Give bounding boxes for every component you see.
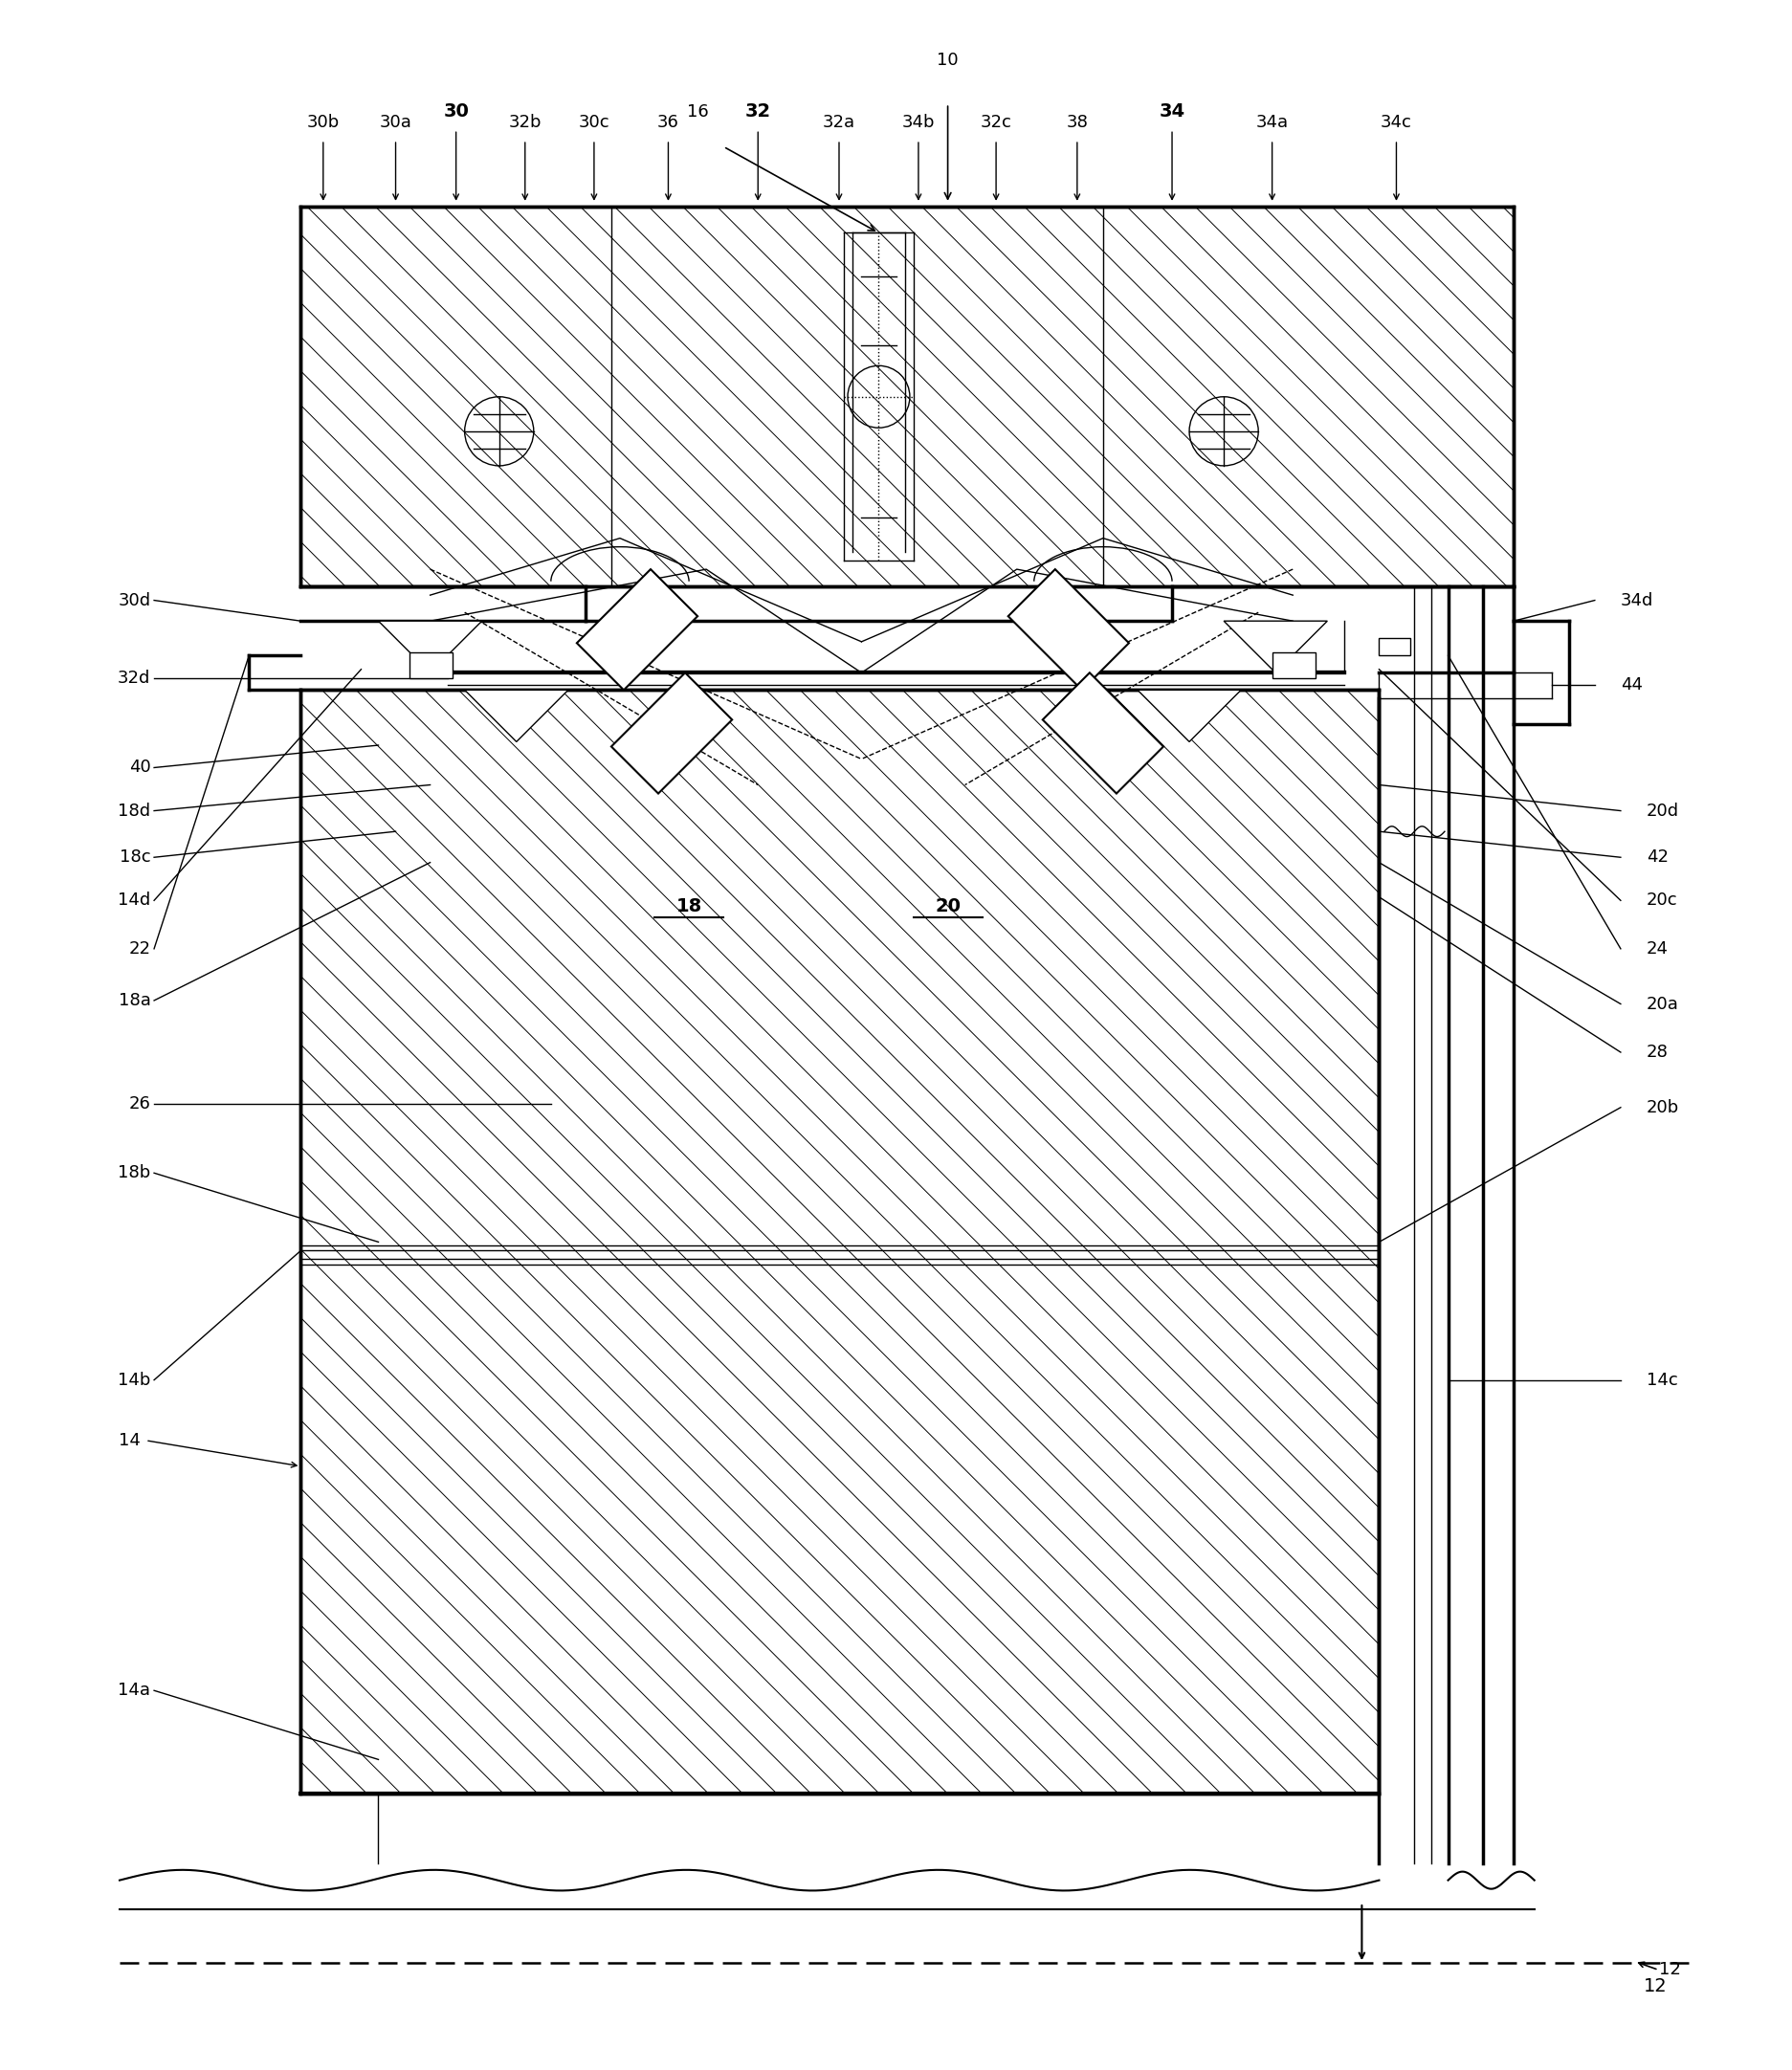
Text: 34: 34: [1159, 104, 1185, 120]
Text: 38: 38: [1066, 114, 1088, 130]
Text: 34b: 34b: [901, 114, 935, 130]
Text: 34d: 34d: [1620, 592, 1654, 609]
Text: 20d: 20d: [1647, 803, 1679, 820]
Polygon shape: [1224, 621, 1328, 673]
Text: 32a: 32a: [823, 114, 855, 130]
Polygon shape: [301, 689, 1380, 1795]
Text: 34c: 34c: [1380, 114, 1412, 130]
Text: 26: 26: [129, 1095, 151, 1112]
Bar: [1380, 638, 1410, 656]
Text: 20c: 20c: [1647, 892, 1677, 909]
Text: 16: 16: [686, 104, 708, 120]
Text: 14d: 14d: [118, 892, 151, 909]
Polygon shape: [1138, 689, 1242, 741]
Polygon shape: [301, 207, 1514, 586]
Text: 32d: 32d: [118, 669, 151, 687]
Text: 30a: 30a: [380, 114, 412, 130]
Text: 32b: 32b: [509, 114, 541, 130]
Text: 14a: 14a: [118, 1683, 151, 1699]
Text: 30: 30: [443, 104, 470, 120]
Text: 12: 12: [1643, 1977, 1667, 1995]
Text: 18a: 18a: [118, 992, 151, 1008]
Text: 24: 24: [1647, 940, 1668, 956]
Text: 10: 10: [937, 52, 959, 68]
Polygon shape: [464, 689, 568, 741]
Polygon shape: [1009, 569, 1129, 689]
Bar: [1272, 652, 1315, 677]
Text: 30b: 30b: [306, 114, 339, 130]
Text: 14c: 14c: [1647, 1372, 1677, 1389]
Text: 36: 36: [658, 114, 679, 130]
Text: 44: 44: [1620, 677, 1643, 693]
Polygon shape: [378, 621, 482, 673]
Text: 34a: 34a: [1256, 114, 1288, 130]
Text: 20b: 20b: [1647, 1099, 1679, 1116]
Text: 20a: 20a: [1647, 996, 1679, 1012]
Text: 14b: 14b: [118, 1372, 151, 1389]
Text: 32: 32: [745, 104, 771, 120]
Text: 18c: 18c: [120, 849, 151, 865]
Bar: [409, 652, 453, 677]
Text: 18: 18: [676, 896, 702, 915]
Polygon shape: [577, 569, 697, 689]
Text: 28: 28: [1647, 1043, 1668, 1060]
Polygon shape: [611, 673, 733, 793]
Text: 12: 12: [1659, 1962, 1681, 1979]
Text: 20: 20: [935, 896, 961, 915]
Text: 22: 22: [129, 940, 151, 956]
Text: 42: 42: [1647, 849, 1668, 865]
Text: 40: 40: [129, 760, 151, 776]
Text: 32c: 32c: [980, 114, 1012, 130]
Text: 30c: 30c: [579, 114, 609, 130]
Text: 18d: 18d: [118, 803, 151, 820]
Text: 30d: 30d: [118, 592, 151, 609]
Polygon shape: [1043, 673, 1163, 793]
Text: 18b: 18b: [118, 1165, 151, 1182]
Text: 14: 14: [118, 1432, 140, 1449]
